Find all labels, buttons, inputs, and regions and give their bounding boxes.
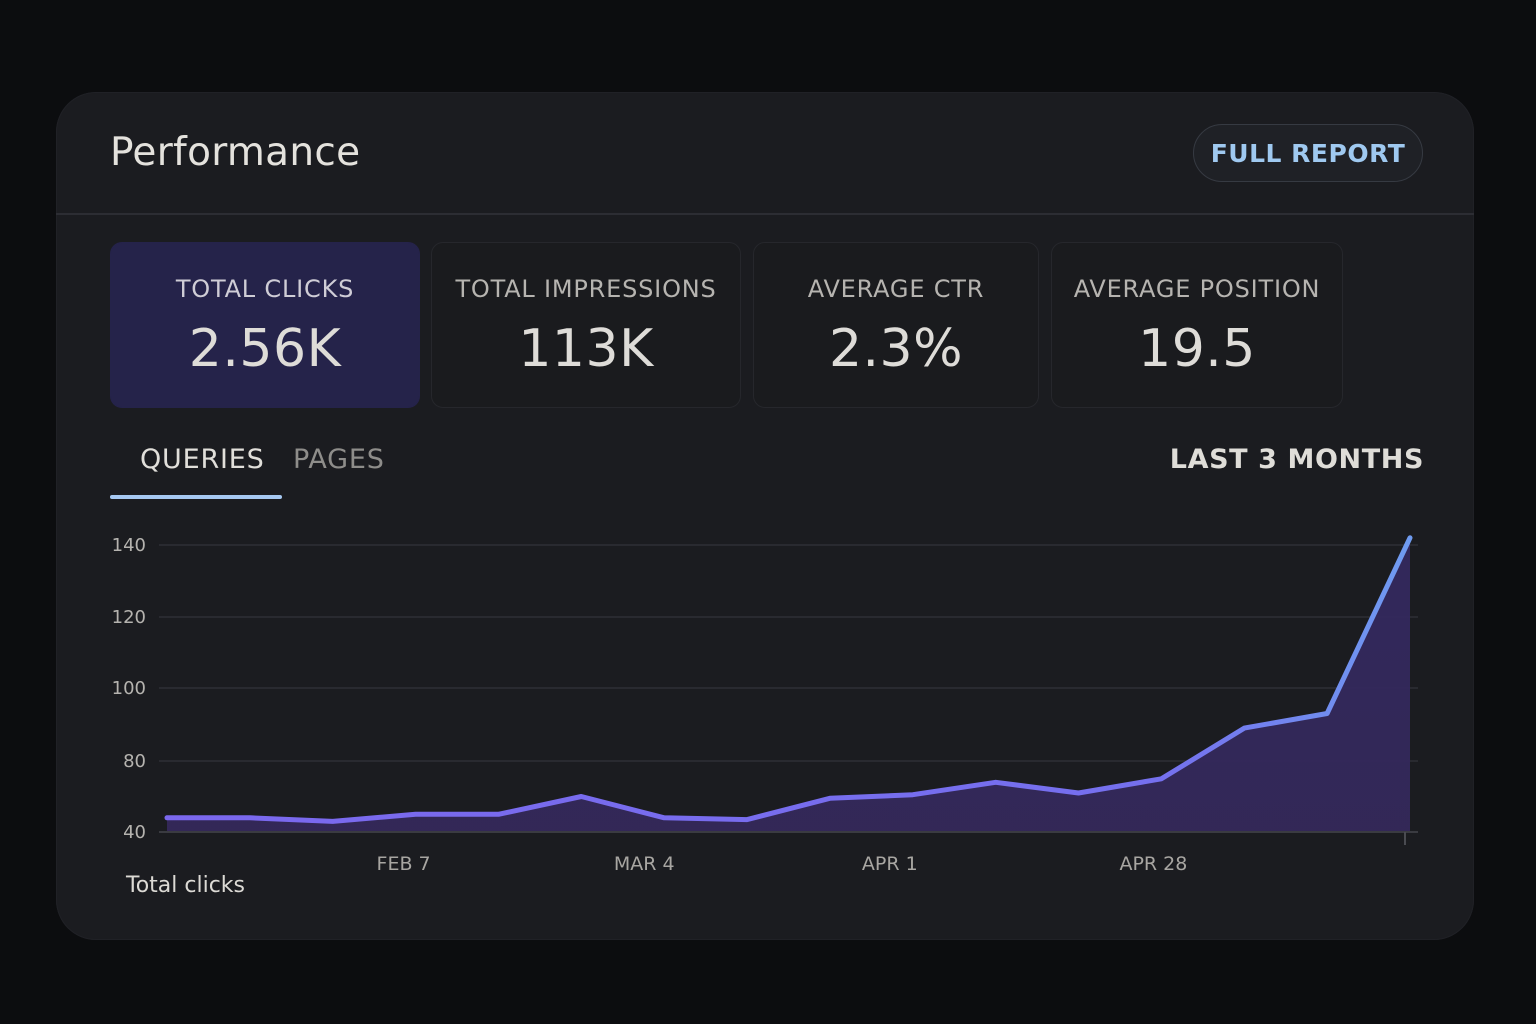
x-tick-label: APR 1 <box>862 853 918 875</box>
metric-value: 2.3% <box>828 319 964 379</box>
data-point[interactable] <box>910 792 915 797</box>
performance-card: Performance FULL REPORT TOTAL CLICKS 2.5… <box>56 92 1474 940</box>
metric-label: AVERAGE CTR <box>807 275 985 303</box>
data-point[interactable] <box>1242 726 1247 731</box>
metric-label: AVERAGE POSITION <box>1073 275 1321 303</box>
y-tick-label: 40 <box>123 822 146 843</box>
metric-label: TOTAL CLICKS <box>175 275 355 303</box>
metric-value: 2.56K <box>188 319 342 379</box>
date-range-selector[interactable]: LAST 3 MONTHS <box>1169 444 1424 475</box>
y-axis-labels: 40 80 100 120 140 <box>112 535 146 843</box>
y-tick-label: 80 <box>123 751 146 772</box>
x-tick-label: FEB 7 <box>377 853 431 875</box>
metric-total-impressions[interactable]: TOTAL IMPRESSIONS 113K <box>431 242 741 408</box>
x-axis-labels: FEB 7 MAR 4 APR 1 APR 28 <box>377 853 1188 875</box>
y-tick-label: 100 <box>112 678 146 699</box>
metric-average-position[interactable]: AVERAGE POSITION 19.5 <box>1051 242 1343 408</box>
legend-total-clicks: Total clicks <box>126 873 245 898</box>
metric-total-clicks[interactable]: TOTAL CLICKS 2.56K <box>110 242 420 408</box>
metric-label: TOTAL IMPRESSIONS <box>455 275 717 303</box>
data-point[interactable] <box>579 794 584 799</box>
x-tick-label: MAR 4 <box>614 853 675 875</box>
full-report-button[interactable]: FULL REPORT <box>1193 124 1423 182</box>
clicks-line <box>164 535 1413 824</box>
data-point[interactable] <box>330 819 335 824</box>
data-point[interactable] <box>1076 790 1081 795</box>
active-tab-indicator <box>110 495 282 499</box>
data-point[interactable] <box>827 796 832 801</box>
metric-average-ctr[interactable]: AVERAGE CTR 2.3% <box>753 242 1039 408</box>
data-point[interactable] <box>1325 711 1330 716</box>
grid-lines <box>159 544 1418 762</box>
data-point[interactable] <box>993 780 998 785</box>
metric-value: 19.5 <box>1138 319 1256 379</box>
y-tick-label: 140 <box>112 535 146 556</box>
card-header: Performance FULL REPORT <box>56 92 1474 215</box>
clicks-chart: 40 80 100 120 140 FEB 7 MAR 4 APR 1 APR 28 <box>112 535 1418 875</box>
data-point[interactable] <box>745 817 750 822</box>
tab-queries[interactable]: QUERIES <box>140 444 265 475</box>
tab-pages[interactable]: PAGES <box>293 444 385 475</box>
data-point[interactable] <box>165 815 170 820</box>
metric-value: 113K <box>518 319 654 379</box>
page-title: Performance <box>110 130 361 175</box>
data-point[interactable] <box>496 812 501 817</box>
data-point[interactable] <box>413 812 418 817</box>
data-point[interactable] <box>247 815 252 820</box>
x-tick-label: APR 28 <box>1119 853 1187 875</box>
clicks-area-fill <box>167 537 1410 832</box>
y-tick-label: 120 <box>112 607 146 628</box>
data-point[interactable] <box>662 815 667 820</box>
data-point[interactable] <box>1159 776 1164 781</box>
data-point[interactable] <box>1408 535 1413 540</box>
